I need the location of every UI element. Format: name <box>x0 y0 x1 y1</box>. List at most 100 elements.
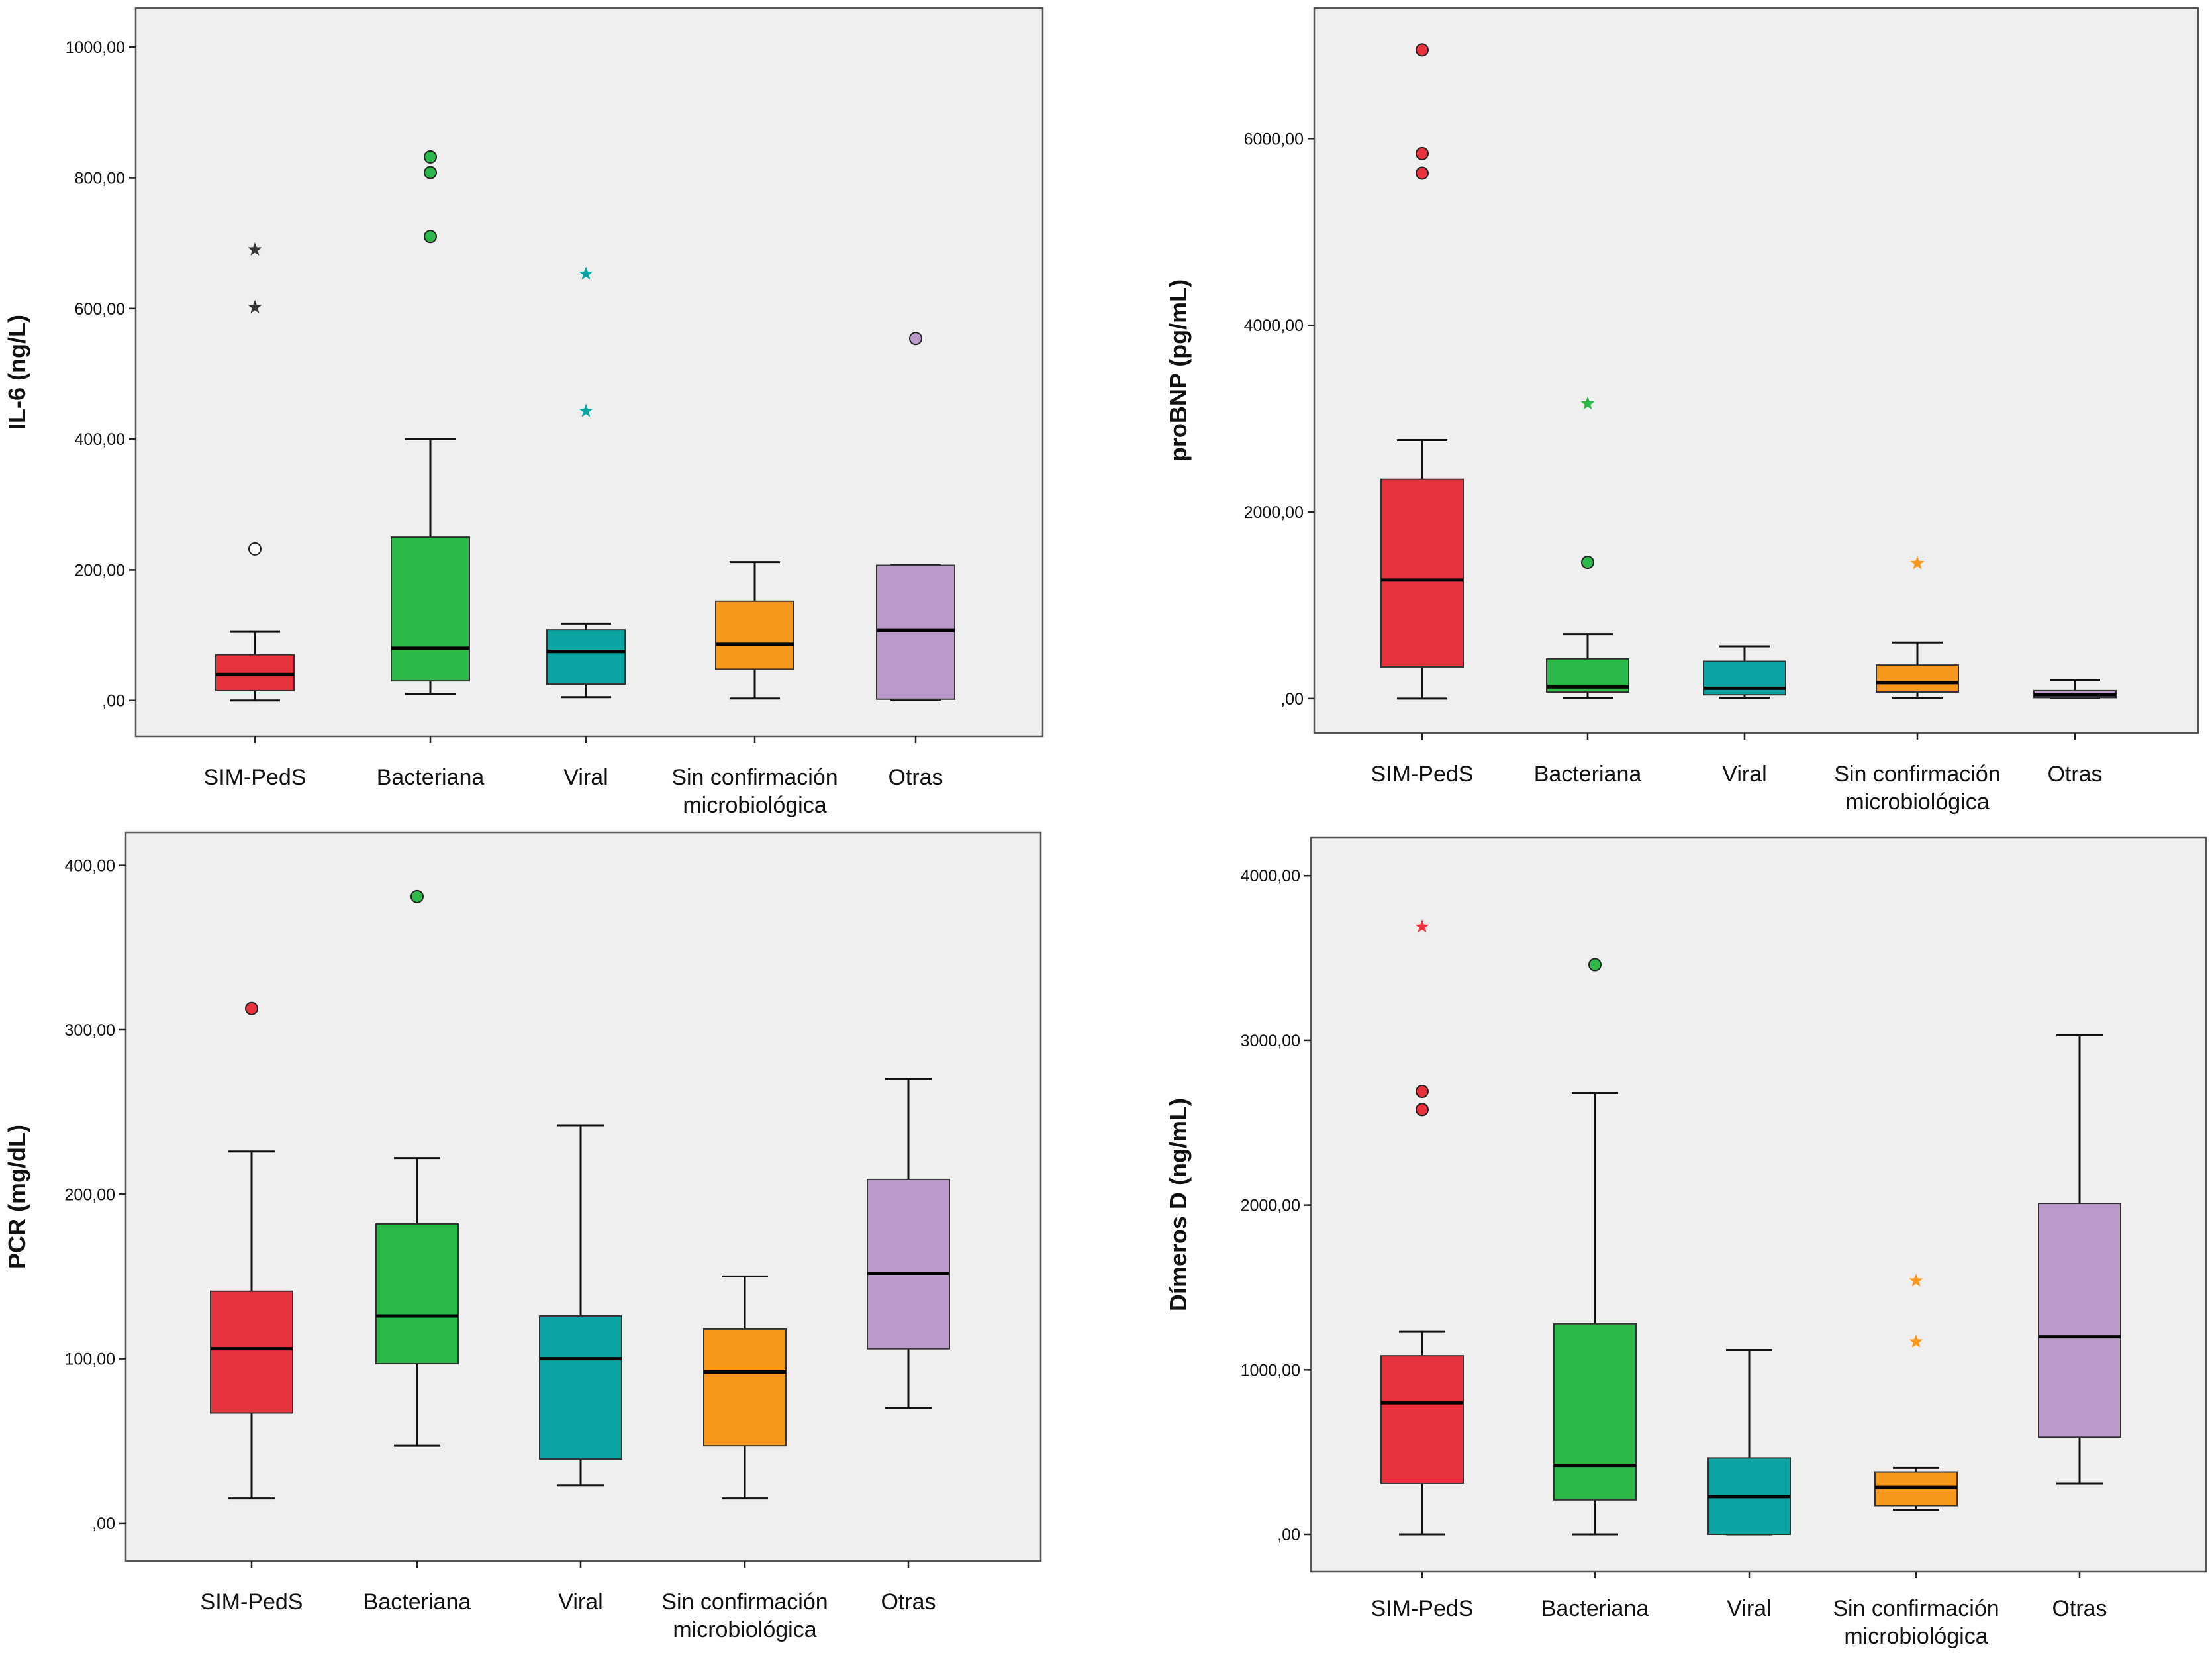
y-tick-label: 300,00 <box>65 1021 115 1040</box>
box-sin-confirmaci-n-microbiol-gica: Sin confirmación microbiológica <box>1833 1274 1999 1649</box>
iqr-box <box>703 1328 787 1447</box>
outlier-point <box>248 542 262 556</box>
y-axis-title: IL-6 (ng/L) <box>3 315 30 430</box>
y-tick-label: 3000,00 <box>1241 1032 1300 1050</box>
box-sim-peds: SIM-PedS <box>1371 43 1474 787</box>
iqr-box <box>2038 1203 2121 1438</box>
outlier-point <box>1416 43 1429 57</box>
iqr-box <box>1553 1323 1637 1501</box>
y-tick-label: 200,00 <box>75 561 125 579</box>
x-category-label: SIM-PedS <box>1371 1596 1474 1621</box>
x-category-label: SIM-PedS <box>201 1589 303 1615</box>
extreme-point <box>248 242 262 256</box>
box-otras: Otras <box>2038 1034 2121 1621</box>
x-category-label: Otras <box>2052 1596 2107 1621</box>
extreme-point <box>1580 396 1595 410</box>
box-bacteriana: Bacteriana <box>363 889 471 1615</box>
y-tick-label: 1000,00 <box>1241 1361 1300 1379</box>
x-category-label: SIM-PedS <box>204 765 307 790</box>
x-category-label: Sin confirmación <box>1833 1596 1999 1621</box>
y-axis-title: PCR (mg/dL) <box>3 1125 30 1269</box>
x-category-label: Bacteriana <box>363 1589 471 1615</box>
box-viral: Viral <box>539 1124 622 1615</box>
x-category-label: microbiológica <box>1844 1624 1988 1649</box>
x-category-label: microbiológica <box>1845 789 1989 815</box>
x-category-label: Viral <box>1727 1596 1771 1621</box>
extreme-point <box>248 299 262 313</box>
x-category-label: Sin confirmación <box>671 765 838 790</box>
outlier-point <box>1588 958 1602 972</box>
y-tick-label: 400,00 <box>65 857 115 876</box>
y-tick-label: 800,00 <box>75 170 125 188</box>
outlier-point <box>245 1001 258 1015</box>
x-category-label: Viral <box>1722 762 1766 787</box>
iqr-box <box>210 1290 293 1414</box>
box-bacteriana: Bacteriana <box>377 150 485 790</box>
box-sim-peds: SIM-PedS <box>1371 919 1474 1621</box>
extreme-point <box>1909 1274 1923 1287</box>
y-tick-label: 200,00 <box>65 1185 115 1204</box>
box-sin-confirmaci-n-microbiol-gica: Sin confirmación microbiológica <box>671 561 838 818</box>
y-axis-title: proBNP (pg/mL) <box>1165 279 1192 462</box>
x-category-label: Sin confirmación <box>661 1589 828 1615</box>
outlier-point <box>1416 1103 1429 1117</box>
iqr-box <box>539 1315 622 1460</box>
chart-panel-4: ,00 1000,00 2000,00 3000,00 4000,00 Dímeros D… <box>1165 836 2207 1649</box>
box-otras: Otras <box>876 332 955 790</box>
x-category-label: Sin confirmación <box>1834 762 2000 787</box>
x-category-label: Viral <box>563 765 608 790</box>
box-sim-peds: SIM-PedS <box>201 1001 303 1615</box>
outlier-point <box>1581 556 1594 570</box>
y-tick-label: ,00 <box>1280 690 1304 709</box>
box-bacteriana: Bacteriana <box>1541 958 1649 1621</box>
x-category-label: Otras <box>888 765 943 790</box>
box-sim-peds: SIM-PedS <box>204 242 307 790</box>
y-tick-label: 4000,00 <box>1244 317 1304 335</box>
extreme-point <box>1415 919 1429 933</box>
y-tick-label: 2000,00 <box>1244 503 1304 522</box>
extreme-point <box>1909 1334 1923 1348</box>
iqr-box <box>867 1178 950 1350</box>
outlier-point <box>424 166 437 179</box>
box-viral: Viral <box>546 266 626 790</box>
x-category-label: Viral <box>558 1589 602 1615</box>
y-tick-label: 100,00 <box>65 1350 115 1369</box>
outlier-point <box>1416 166 1429 180</box>
x-category-label: Bacteriana <box>1541 1596 1649 1621</box>
y-tick-label: 1000,00 <box>66 38 125 57</box>
x-category-label: Bacteriana <box>377 765 485 790</box>
extreme-point <box>579 266 593 280</box>
outlier-point <box>410 889 424 903</box>
chart-panel-3: ,00 100,00 200,00 300,00 400,00 PCR (mg/dL) SI… <box>3 831 1042 1642</box>
iqr-box <box>546 629 626 685</box>
x-category-label: microbiológica <box>673 1617 816 1642</box>
extreme-point <box>1910 556 1925 570</box>
box-viral: Viral <box>1703 645 1786 787</box>
box-otras: Otras <box>867 1077 950 1615</box>
outlier-point <box>1416 146 1429 160</box>
y-tick-label: ,00 <box>92 1515 115 1533</box>
x-category-label: SIM-PedS <box>1371 762 1474 787</box>
iqr-box <box>1380 1355 1464 1484</box>
outlier-point <box>1416 1085 1429 1099</box>
outlier-point <box>424 150 437 164</box>
outlier-point <box>909 332 922 346</box>
y-tick-label: 600,00 <box>75 300 125 319</box>
box-otras: Otras <box>2033 679 2117 787</box>
y-tick-label: 4000,00 <box>1241 867 1300 885</box>
y-axis-title: Dímeros D (ng/mL) <box>1165 1098 1192 1311</box>
extreme-point <box>579 403 593 417</box>
y-tick-label: 400,00 <box>75 430 125 449</box>
iqr-box <box>391 536 470 682</box>
chart-panel-2: ,00 2000,00 4000,00 6000,00 proBNP (pg/mL) SI… <box>1165 7 2199 815</box>
y-tick-label: ,00 <box>102 692 125 711</box>
iqr-box <box>1876 664 1959 693</box>
x-category-label: Otras <box>881 1589 936 1615</box>
y-tick-label: 6000,00 <box>1244 130 1304 148</box>
x-category-label: microbiológica <box>683 793 826 818</box>
x-category-label: Bacteriana <box>1534 762 1642 787</box>
x-category-label: Otras <box>2047 762 2102 787</box>
y-tick-label: ,00 <box>1277 1526 1300 1544</box>
